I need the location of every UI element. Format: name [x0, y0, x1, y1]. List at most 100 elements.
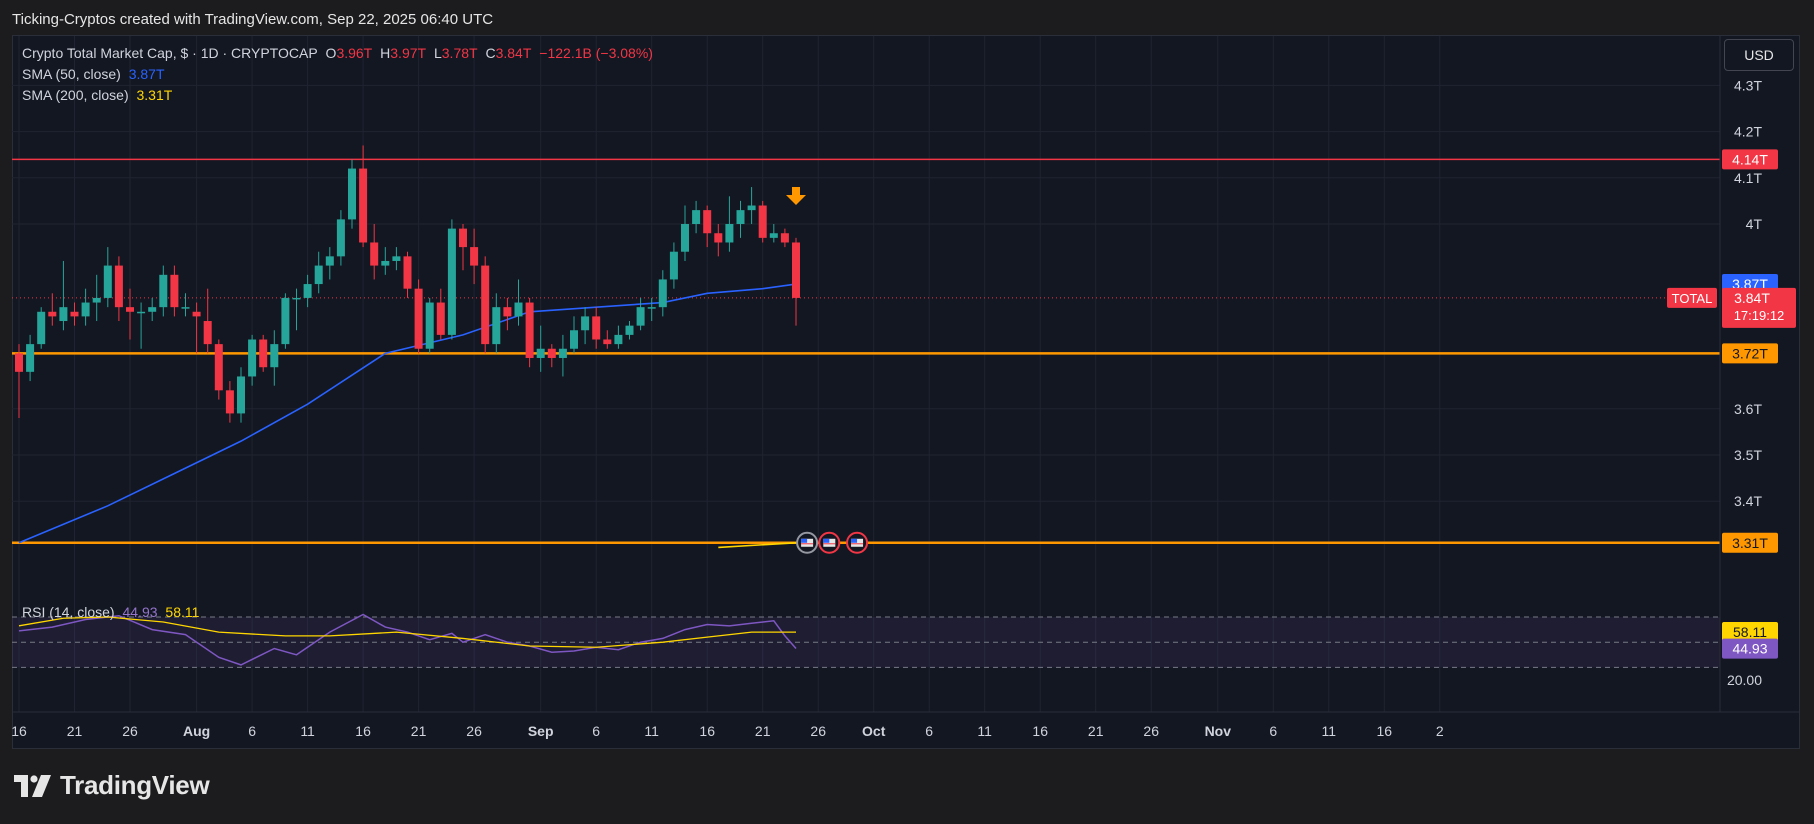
- time-tick-label: 26: [810, 723, 826, 739]
- time-tick-label: 11: [644, 723, 659, 739]
- candle-body: [336, 219, 345, 257]
- candle-body: [758, 205, 767, 238]
- time-tick-label: 21: [755, 723, 771, 739]
- chart-caption: Ticking-Cryptos created with TradingView…: [12, 11, 494, 28]
- sma-lines: [18, 283, 797, 549]
- candle-body: [81, 302, 90, 317]
- sma50-value: 3.87T: [128, 66, 165, 82]
- sma200-value: 3.31T: [136, 87, 173, 103]
- time-tick-label: 21: [411, 723, 427, 739]
- candle-body: [459, 228, 467, 248]
- candle-body: [692, 210, 701, 224]
- candle-body: [225, 390, 234, 414]
- candle-body: [403, 256, 412, 289]
- candle-body: [303, 284, 312, 298]
- candle-body: [248, 339, 257, 377]
- sma50-legend[interactable]: SMA (50, close) 3.87T: [22, 66, 169, 82]
- candle-body: [658, 279, 667, 308]
- low-label: L: [433, 45, 442, 61]
- last-price-tag: [1722, 287, 1796, 328]
- open-label: O: [325, 45, 337, 61]
- candle-body: [270, 344, 279, 368]
- time-tick-label: 16: [1032, 723, 1048, 739]
- rsi-value-tag: [1722, 621, 1778, 642]
- candle-body: [348, 168, 356, 220]
- candle-body: [570, 330, 578, 349]
- candle-body: [237, 376, 245, 414]
- candle-body: [92, 297, 101, 303]
- time-tick-label: 6: [592, 723, 600, 739]
- sma200-label: SMA (200, close): [22, 87, 129, 103]
- event-markers: [786, 187, 869, 554]
- time-tick-label: 21: [1088, 723, 1104, 739]
- us-flag-icon: [851, 538, 858, 543]
- price-tick-label: 3.4T: [1734, 493, 1762, 509]
- time-tick-label: 26: [1143, 723, 1159, 739]
- candle-body: [48, 311, 57, 317]
- candle-body: [192, 311, 201, 317]
- horizontal-levels: [12, 158, 1720, 545]
- price-tick-label: 4.1T: [1734, 170, 1762, 186]
- rsi-value-tag: [1722, 638, 1778, 659]
- candle-body: [148, 307, 157, 312]
- candles: [15, 145, 800, 423]
- candle-body: [581, 316, 590, 331]
- candle-body: [392, 256, 401, 261]
- rsi-ma-line: [18, 616, 796, 648]
- us-flag-icon: [823, 538, 830, 543]
- price-tick-label: 3.5T: [1734, 447, 1762, 463]
- symbol-tag: [1667, 287, 1717, 308]
- candle-body: [214, 344, 223, 391]
- price-tick-label: 4T: [1746, 216, 1763, 232]
- time-tick-label: 2: [1436, 723, 1444, 739]
- time-tick-label: 16: [699, 723, 715, 739]
- candle-body: [59, 307, 68, 322]
- down-arrow-icon: [786, 187, 806, 206]
- change-value: −122.1B (−3.08%): [539, 45, 653, 61]
- rsi-ma-value: 58.11: [165, 604, 200, 620]
- candle-body: [725, 224, 734, 243]
- time-tick-label: 26: [122, 723, 138, 739]
- candle-body: [614, 334, 623, 345]
- candle-body: [736, 210, 745, 224]
- price-tick-label: 4.3T: [1734, 77, 1762, 93]
- close-label: C: [485, 45, 496, 61]
- candle-body: [414, 288, 423, 349]
- candle-body: [370, 242, 379, 266]
- time-tick-label: Sep: [528, 723, 554, 739]
- sma200-legend[interactable]: SMA (200, close) 3.31T: [22, 87, 176, 103]
- candle-body: [547, 348, 556, 358]
- currency-button[interactable]: USD: [1724, 39, 1794, 71]
- price-tick-label: 4.2T: [1734, 124, 1762, 140]
- time-tick-label: Aug: [183, 723, 210, 739]
- low-value: 3.78T: [441, 45, 478, 61]
- candle-body: [792, 242, 800, 298]
- candle-body: [592, 316, 601, 340]
- candle-body: [603, 339, 612, 345]
- rsi-legend[interactable]: RSI (14, close) 44.93 58.11: [22, 604, 203, 620]
- candle-body: [681, 224, 689, 252]
- time-axis: 16 21 26 Aug 6 11 16 21 26 Sep 6 11 16 21 26 Oct 6 11 16 21…: [11, 723, 1444, 739]
- candle-body: [314, 265, 323, 285]
- candle-body: [647, 307, 656, 309]
- sma50-label: SMA (50, close): [22, 66, 121, 82]
- rsi-value: 44.93: [122, 604, 158, 620]
- rsi-label: RSI (14, close): [22, 604, 115, 620]
- candle-body: [525, 302, 534, 358]
- candle-body: [536, 348, 545, 358]
- tradingview-logo[interactable]: TradingView: [14, 770, 210, 801]
- candle-body: [70, 311, 79, 317]
- candle-body: [114, 265, 123, 308]
- candle-body: [203, 321, 212, 345]
- candle-body: [292, 297, 301, 300]
- rsi-value-tag-label: 58.11: [1733, 624, 1767, 640]
- price-tick-label: 3.6T: [1734, 401, 1762, 417]
- candle-body: [381, 260, 390, 266]
- level-tag: [1722, 532, 1778, 553]
- time-tick-label: 11: [300, 723, 315, 739]
- grid: [12, 36, 1720, 712]
- candle-body: [15, 353, 23, 372]
- sma50-line: [18, 283, 797, 544]
- time-tick-label: 16: [1377, 723, 1393, 739]
